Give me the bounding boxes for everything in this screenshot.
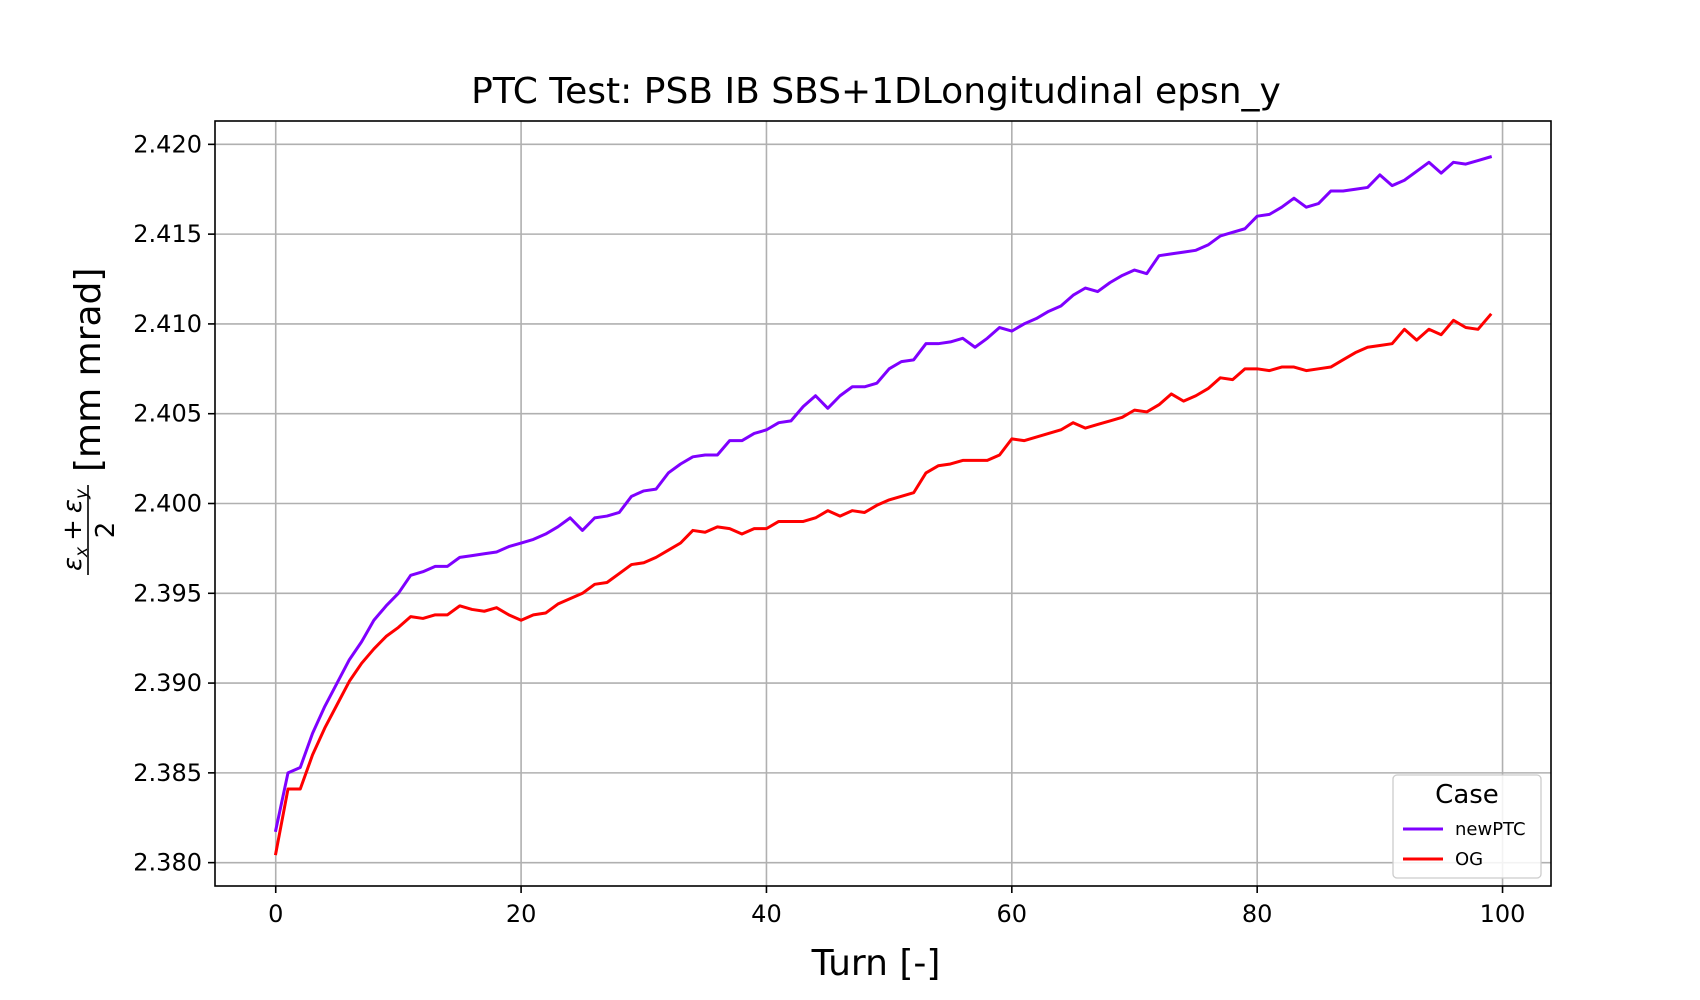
- x-axis-ticks: 0 20 40 60 80 100: [268, 886, 1525, 928]
- y-tick-label-4: 2.400: [133, 490, 202, 518]
- legend: Case newPTC OG: [1392, 774, 1542, 879]
- chart-title: PTC Test: PSB IB SBS+1DLongitudinal epsn…: [471, 71, 1281, 112]
- legend-box: [1392, 774, 1542, 879]
- legend-label-og: OG: [1455, 849, 1483, 870]
- y-axis-label: εx+εy 2 [mm mrad]: [58, 268, 121, 575]
- y-label-denominator: 2: [91, 522, 121, 539]
- x-tick-label-20: 20: [506, 900, 537, 928]
- series-line-og: [273, 312, 1493, 856]
- y-tick-label-1: 2.385: [133, 759, 202, 787]
- y-axis-ticks: 2.380 2.385 2.390 2.395 2.400 2.405 2.410 2.415…: [133, 130, 215, 877]
- y-tick-label-5: 2.405: [133, 400, 202, 428]
- legend-label-newptc: newPTC: [1455, 819, 1526, 840]
- y-label-unit: [mm mrad]: [68, 268, 109, 472]
- y-tick-label-6: 2.410: [133, 310, 202, 338]
- y-tick-label-3: 2.395: [133, 579, 202, 607]
- series-lines: [273, 155, 1493, 856]
- x-tick-label-60: 60: [997, 900, 1028, 928]
- y-tick-label-7: 2.415: [133, 220, 202, 248]
- y-tick-label-8: 2.420: [133, 130, 202, 158]
- x-axis-label: Turn [-]: [811, 943, 941, 984]
- x-tick-label-80: 80: [1242, 900, 1273, 928]
- y-label-numerator: εx+εy: [58, 488, 92, 571]
- x-tick-label-40: 40: [751, 900, 782, 928]
- y-tick-label-2: 2.390: [133, 669, 202, 697]
- legend-title: Case: [1435, 780, 1499, 810]
- series-line-newptc: [273, 155, 1493, 833]
- x-tick-label-100: 100: [1480, 900, 1526, 928]
- x-tick-label-0: 0: [268, 900, 283, 928]
- y-tick-label-0: 2.380: [133, 849, 202, 877]
